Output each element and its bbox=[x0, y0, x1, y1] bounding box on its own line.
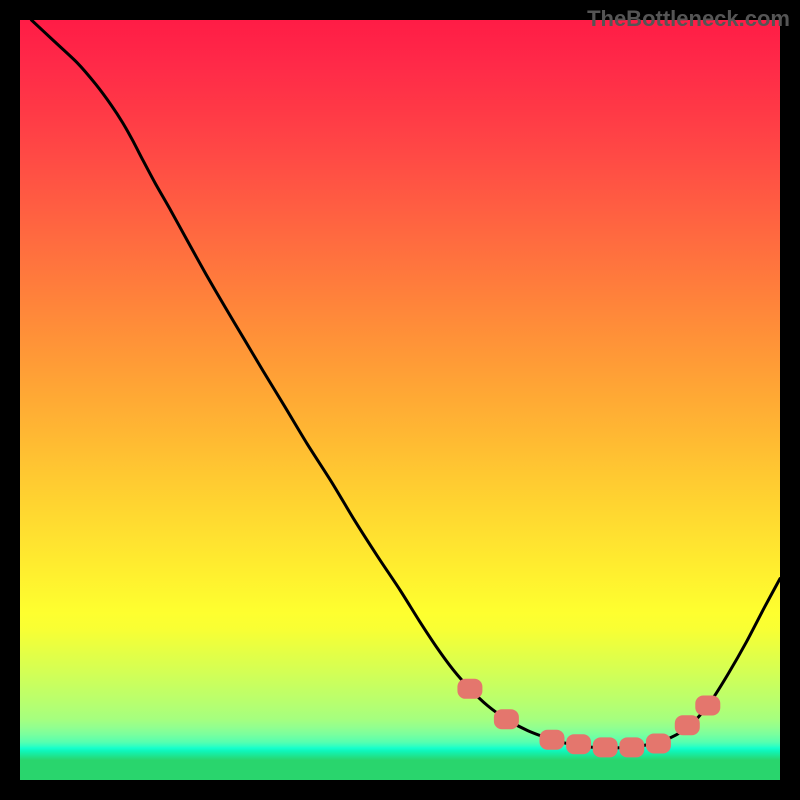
curve-marker bbox=[619, 737, 644, 757]
curve-marker bbox=[593, 737, 618, 757]
gradient-line-chart bbox=[0, 0, 800, 800]
curve-marker bbox=[457, 679, 482, 699]
curve-marker bbox=[494, 709, 519, 729]
curve-marker bbox=[540, 730, 565, 750]
curve-marker bbox=[695, 696, 720, 716]
curve-marker bbox=[646, 734, 671, 754]
curve-marker bbox=[675, 715, 700, 735]
plot-area bbox=[20, 20, 780, 780]
chart-container: TheBottleneck.com bbox=[0, 0, 800, 800]
curve-marker bbox=[566, 734, 591, 754]
